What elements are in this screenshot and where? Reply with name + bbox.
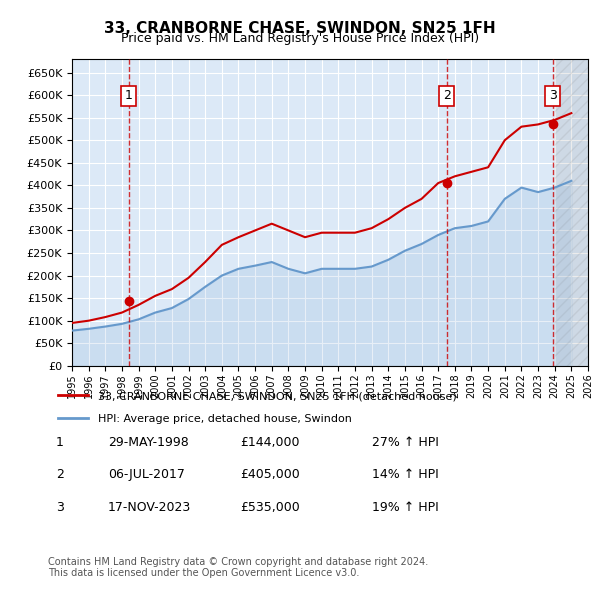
Text: 1: 1 xyxy=(125,89,133,102)
Text: £535,000: £535,000 xyxy=(240,501,300,514)
Text: 33, CRANBORNE CHASE, SWINDON, SN25 1FH (detached house): 33, CRANBORNE CHASE, SWINDON, SN25 1FH (… xyxy=(98,392,457,401)
Text: 3: 3 xyxy=(56,501,64,514)
Text: 2: 2 xyxy=(443,89,451,102)
Text: 14% ↑ HPI: 14% ↑ HPI xyxy=(372,468,439,481)
Text: £144,000: £144,000 xyxy=(240,436,299,449)
Text: £405,000: £405,000 xyxy=(240,468,300,481)
Text: 3: 3 xyxy=(549,89,557,102)
Text: 06-JUL-2017: 06-JUL-2017 xyxy=(108,468,185,481)
Text: Contains HM Land Registry data © Crown copyright and database right 2024.
This d: Contains HM Land Registry data © Crown c… xyxy=(48,556,428,578)
Text: 17-NOV-2023: 17-NOV-2023 xyxy=(108,501,191,514)
Text: 19% ↑ HPI: 19% ↑ HPI xyxy=(372,501,439,514)
Text: HPI: Average price, detached house, Swindon: HPI: Average price, detached house, Swin… xyxy=(98,414,352,424)
Text: 2: 2 xyxy=(56,468,64,481)
Text: 29-MAY-1998: 29-MAY-1998 xyxy=(108,436,189,449)
Text: 1: 1 xyxy=(56,436,64,449)
Text: 27% ↑ HPI: 27% ↑ HPI xyxy=(372,436,439,449)
Text: Price paid vs. HM Land Registry's House Price Index (HPI): Price paid vs. HM Land Registry's House … xyxy=(121,32,479,45)
Text: 33, CRANBORNE CHASE, SWINDON, SN25 1FH: 33, CRANBORNE CHASE, SWINDON, SN25 1FH xyxy=(104,21,496,35)
